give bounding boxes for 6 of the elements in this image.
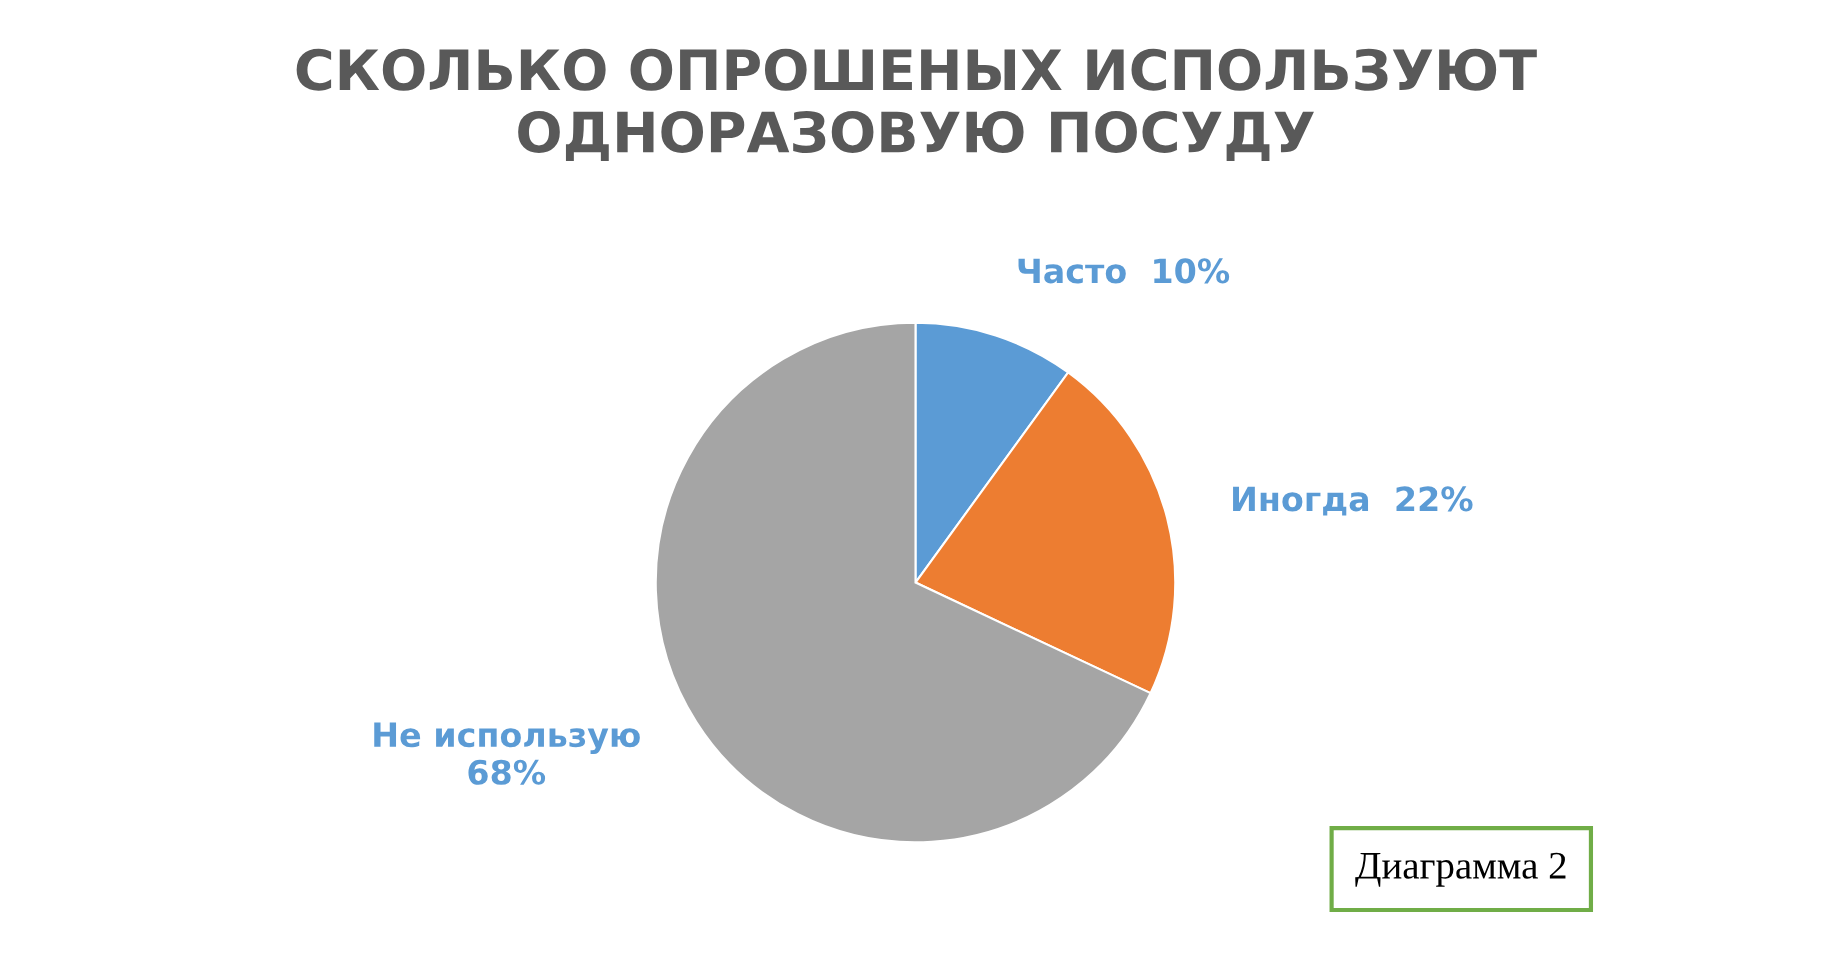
text: Диаграмма 2 <box>1355 852 1566 887</box>
data-label: 68% <box>468 759 546 785</box>
chart-title: СКОЛЬКО ОПРОШЕНЫХ ИСПОЛЬЗУЮТ ОДНОРАЗОВУЮ ПОСУДУ <box>296 48 1537 161</box>
slice-label: Иногда 22% <box>1233 486 1473 516</box>
slice-label: Не использую <box>374 722 640 754</box>
slice-label: Часто 10% <box>1018 258 1230 284</box>
